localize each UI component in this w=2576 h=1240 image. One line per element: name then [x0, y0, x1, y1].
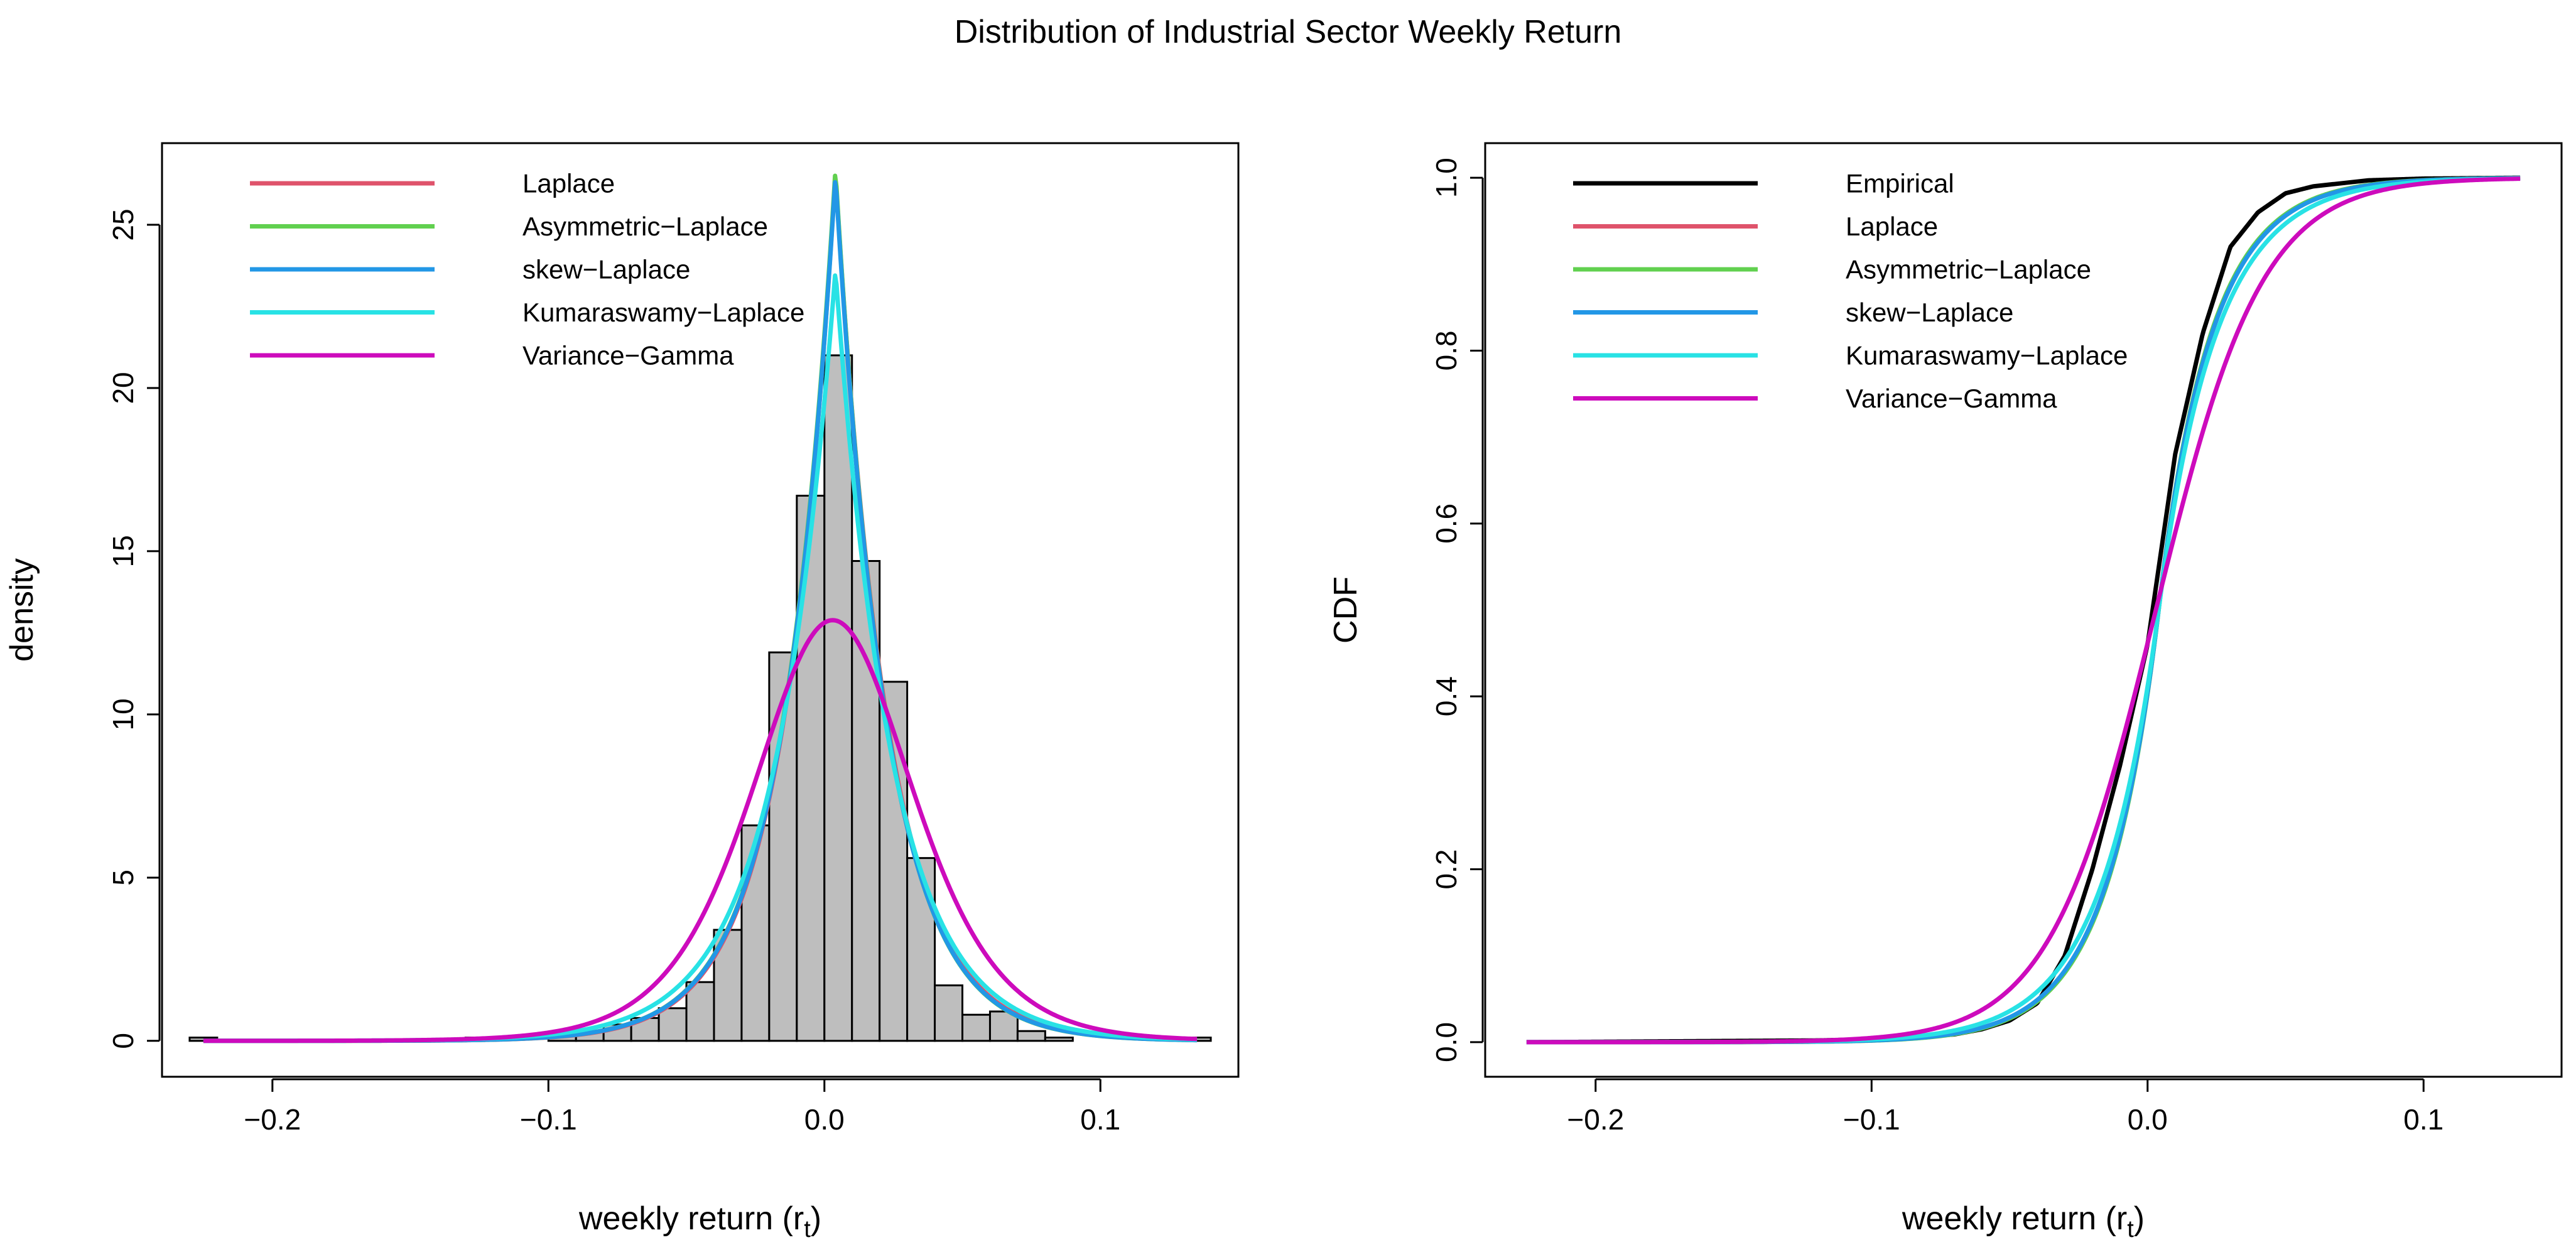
x-axis: −0.2 −0.1 0.0 0.1 [1567, 1078, 2443, 1136]
x-axis-title-suffix: ) [2134, 1200, 2145, 1237]
legend: Empirical Laplace Asymmetric−Laplace skew−L… [1573, 169, 2128, 413]
y-tick-label: 25 [107, 208, 139, 240]
y-tick-label: 20 [107, 372, 139, 404]
plot-frame [1484, 142, 2563, 1078]
legend-label: skew−Laplace [1846, 298, 2013, 327]
y-tick-label: 0.2 [1430, 849, 1463, 890]
x-axis-title: weekly return (rt) [578, 1200, 821, 1240]
y-tick-label: 1.0 [1430, 158, 1463, 198]
x-tick-label: −0.2 [244, 1103, 301, 1136]
histogram-bar [906, 857, 936, 1042]
legend-label: skew−Laplace [522, 255, 690, 284]
series-line-laplace [1525, 176, 2521, 1045]
x-tick-label: −0.1 [1843, 1103, 1900, 1136]
series-curves [1525, 175, 2521, 1045]
legend-label: Laplace [1846, 212, 1938, 241]
y-tick-label: 0.0 [1430, 1022, 1463, 1062]
series-line-kumaraswamy-laplace [202, 273, 1198, 1043]
series-line-variance-gamma [202, 618, 1198, 1043]
x-axis-title-main: weekly return (r [1902, 1200, 2127, 1237]
histogram-bar [658, 1007, 688, 1042]
x-tick-label: 0.1 [1080, 1103, 1120, 1136]
x-axis-title: weekly return (rt) [1902, 1200, 2145, 1240]
y-tick-label: 15 [107, 535, 139, 567]
histogram-bar [879, 681, 909, 1042]
x-tick-label: 0.1 [2403, 1103, 2443, 1136]
x-axis-title-suffix: ) [811, 1200, 821, 1237]
y-tick-label: 0.6 [1430, 504, 1463, 544]
series-line-asymmetric-laplace [1525, 176, 2521, 1045]
legend: Laplace Asymmetric−Laplace skew−Laplace Kum… [250, 169, 804, 370]
histogram-bar [1044, 1037, 1074, 1042]
legend-label: Asymmetric−Laplace [522, 212, 768, 241]
legend-label: Asymmetric−Laplace [1846, 255, 2091, 284]
series-curves [202, 173, 1198, 1043]
x-axis-title-main: weekly return (r [578, 1200, 804, 1237]
y-tick-label: 0.4 [1430, 676, 1463, 716]
histogram [188, 354, 1212, 1042]
x-axis-title-subscript: t [2127, 1216, 2134, 1240]
legend-label: Kumaraswamy−Laplace [522, 298, 804, 327]
legend-label: Kumaraswamy−Laplace [1846, 341, 2128, 370]
x-tick-label: −0.1 [520, 1103, 577, 1136]
histogram-bar [961, 1013, 991, 1042]
legend-label: Variance−Gamma [1846, 384, 2057, 413]
legend-label: Empirical [1846, 169, 1954, 198]
series-line-skew-laplace [1525, 176, 2521, 1045]
y-axis: 0.0 0.2 0.4 0.6 0.8 1.0 [1430, 158, 1484, 1062]
series-line-kumaraswamy-laplace [1525, 176, 2521, 1045]
y-tick-label: 0.8 [1430, 330, 1463, 370]
x-tick-label: 0.0 [804, 1103, 845, 1136]
histogram-bar [934, 984, 964, 1042]
x-tick-label: 0.0 [2128, 1103, 2168, 1136]
x-axis-title-subscript: t [804, 1216, 811, 1240]
series-line-variance-gamma [1525, 176, 2521, 1045]
figure-title: Distribution of Industrial Sector Weekly… [955, 14, 1622, 50]
histogram-bar [823, 354, 853, 1042]
y-axis-title: CDF [1328, 576, 1364, 644]
density-panel: −0.2 −0.1 0.0 0.1 0 5 10 15 20 25 weekly return (r… [4, 142, 1240, 1240]
y-tick-label: 5 [107, 870, 139, 886]
legend-label: Variance−Gamma [522, 341, 734, 370]
cdf-panel: −0.2 −0.1 0.0 0.1 0.0 0.2 0.4 0.6 0.8 1.0 weekly r… [1328, 142, 2563, 1240]
y-tick-label: 0 [107, 1033, 139, 1049]
x-tick-label: −0.2 [1567, 1103, 1624, 1136]
series-line-empirical [1525, 175, 2521, 1045]
y-axis-title: density [4, 558, 40, 662]
y-tick-label: 10 [107, 698, 139, 730]
plot-frame [161, 142, 1240, 1078]
x-axis: −0.2 −0.1 0.0 0.1 [244, 1078, 1120, 1136]
y-axis: 0 5 10 15 20 25 [107, 208, 161, 1049]
legend-label: Laplace [522, 169, 615, 198]
histogram-bar [1016, 1030, 1046, 1042]
histogram-bar [685, 981, 715, 1042]
